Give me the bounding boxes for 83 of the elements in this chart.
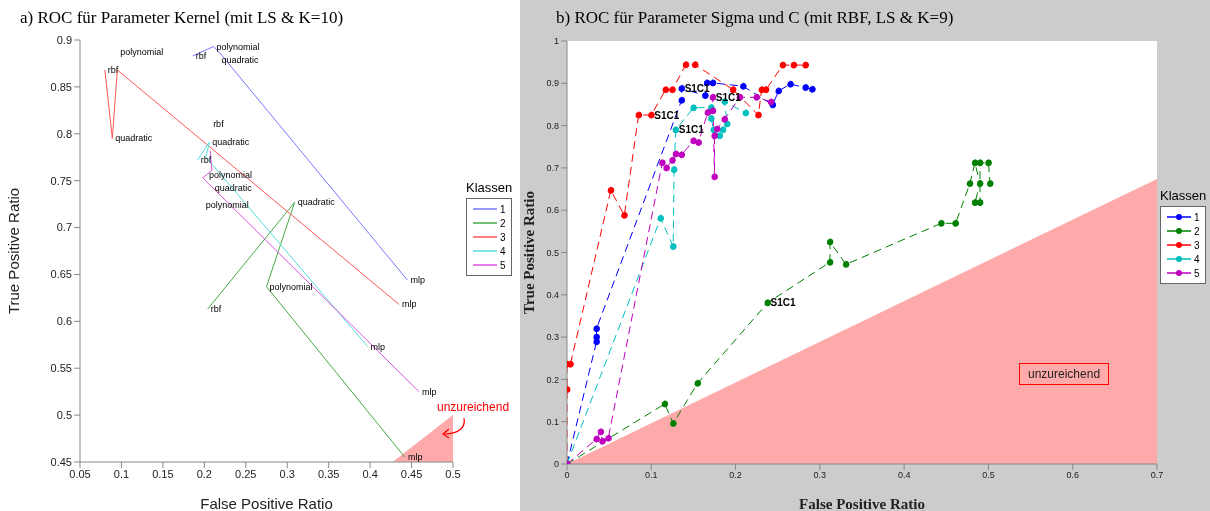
x-tick-label: 0.35 — [317, 467, 340, 480]
x-tick-label: 0.4 — [362, 467, 378, 480]
x-tick-label: 0.5 — [445, 467, 461, 480]
annotation: S1C1 — [770, 297, 797, 309]
annotation: mlp — [410, 275, 425, 286]
legend-title: Klassen — [1160, 188, 1207, 203]
legend-label: 4 — [500, 245, 506, 257]
chart-title: b) ROC für Parameter Sigma und C (mit RBF, LS & K=9) — [556, 8, 954, 28]
annotation: quadratic — [214, 183, 253, 194]
y-tick-label: 0.9 — [56, 33, 72, 46]
legend-label: 4 — [1194, 253, 1200, 265]
annotation: quadratic — [221, 55, 259, 66]
y-tick-label: 0.55 — [50, 362, 72, 375]
y-tick-label: 0 — [553, 459, 559, 470]
x-tick-label: 0.2 — [729, 470, 742, 481]
x-tick-label: 0.5 — [982, 470, 995, 481]
x-tick-label: 0.05 — [69, 467, 91, 480]
y-tick-label: 0.65 — [50, 268, 72, 281]
annotation: mlp — [422, 386, 437, 397]
annotation: rbf — [213, 118, 225, 129]
y-tick-label: 0.8 — [56, 127, 72, 140]
annotation: mlp — [407, 452, 423, 463]
annotation: polynomial — [216, 41, 260, 52]
x-tick-label: 0.2 — [196, 467, 212, 480]
y-tick-label: 0.9 — [546, 78, 559, 89]
annotation: unzureichend — [1019, 363, 1110, 385]
legend-label: 3 — [1194, 239, 1200, 251]
annotation: rbf — [107, 65, 119, 76]
x-tick-label: 0.45 — [400, 467, 423, 480]
x-tick-label: 0.4 — [897, 470, 911, 481]
legend-label: 5 — [500, 259, 506, 271]
x-tick-label: 0.25 — [235, 467, 257, 480]
x-tick-label: 0.1 — [113, 467, 130, 480]
annotation: rbf — [195, 50, 207, 61]
legend-label: 5 — [1194, 267, 1200, 279]
y-tick-label: 0.45 — [50, 455, 72, 468]
x-tick-label: 0.15 — [152, 467, 174, 480]
x-tick-label: 0.6 — [1066, 470, 1079, 481]
annotation: mlp — [370, 341, 386, 352]
x-tick-label: 0 — [564, 470, 570, 481]
legend-title: Klassen — [466, 180, 513, 195]
annotation: quadratic — [115, 133, 153, 144]
annotation: S1C1 — [654, 109, 680, 121]
y-tick-label: 0.5 — [56, 409, 72, 422]
legend-label: 1 — [1194, 211, 1200, 223]
legend-label: 2 — [500, 217, 506, 229]
y-axis-title: True Positive Ratio — [521, 190, 538, 315]
y-tick-label: 0.1 — [546, 416, 559, 427]
x-tick-label: 0.1 — [645, 470, 658, 481]
y-tick-label: 0.7 — [546, 163, 559, 174]
y-tick-label: 0.75 — [50, 174, 72, 187]
annotation: polynomial — [269, 281, 313, 292]
annotation: unzureichend — [437, 400, 510, 414]
annotation: quadratic — [297, 197, 336, 208]
y-tick-label: 1 — [553, 36, 559, 47]
y-tick-label: 0.7 — [56, 221, 72, 234]
y-tick-label: 0.8 — [546, 120, 559, 131]
y-tick-label: 0.4 — [546, 289, 559, 300]
y-tick-label: 0.2 — [546, 374, 559, 385]
chart-title: a) ROC für Parameter Kernel (mit LS & K=10) — [20, 8, 344, 28]
y-axis-title: True Positive Ratio — [5, 187, 23, 315]
annotation: S1C1 — [678, 124, 705, 136]
y-tick-label: 0.6 — [546, 205, 559, 216]
legend-label: 2 — [1194, 225, 1200, 237]
x-axis-title: False Positive Ratio — [799, 496, 925, 511]
y-tick-label: 0.3 — [546, 332, 559, 343]
y-tick-label: 0.85 — [50, 80, 72, 93]
annotation: mlp — [402, 299, 417, 310]
y-tick-label: 0.5 — [546, 247, 559, 258]
x-tick-label: 0.7 — [1150, 470, 1164, 481]
annotation: S1C1 — [684, 82, 711, 94]
y-tick-label: 0.6 — [56, 315, 72, 328]
annotation: polynomial — [208, 170, 253, 181]
legend-label: 3 — [500, 231, 506, 243]
annotation: polynomial — [205, 199, 249, 210]
x-tick-label: 0.3 — [813, 470, 827, 481]
annotation: rbf — [210, 304, 222, 315]
annotation: quadratic — [212, 137, 250, 148]
annotation: rbf — [200, 155, 212, 166]
x-axis-title: False Positive Ratio — [200, 495, 333, 511]
annotation: polynomial — [120, 47, 164, 58]
x-tick-label: 0.3 — [279, 467, 295, 480]
legend-label: 1 — [500, 203, 506, 215]
